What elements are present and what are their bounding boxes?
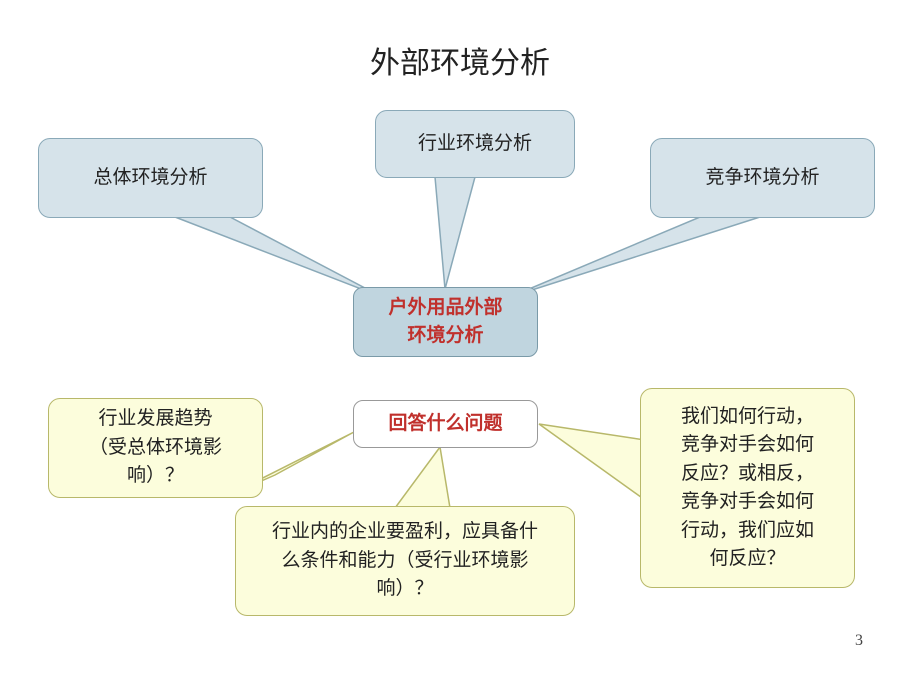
bubble-profit-conditions: 行业内的企业要盈利，应具备什 么条件和能力（受行业环境影 响）？	[235, 506, 575, 616]
page-number: 3	[855, 632, 863, 650]
tail-y2	[395, 447, 450, 508]
center-bottom-box: 回答什么问题	[353, 400, 538, 448]
center-top-box: 户外用品外部 环境分析	[353, 287, 538, 357]
tail-b1	[175, 217, 382, 297]
tail-y3	[539, 424, 645, 500]
page-title: 外部环境分析	[0, 38, 920, 82]
tail-b3	[510, 217, 760, 297]
bubble-industry-env: 行业环境分析	[375, 110, 575, 178]
bubble-overall-env: 总体环境分析	[38, 138, 263, 218]
bubble-trend: 行业发展趋势 （受总体环境影 响）？	[48, 398, 263, 498]
tail-b2	[435, 177, 475, 289]
bubble-competition-env: 竞争环境分析	[650, 138, 875, 218]
bubble-competitor-reaction: 我们如何行动， 竞争对手会如何 反应？或相反， 竞争对手会如何 行动，我们应如 …	[640, 388, 855, 588]
